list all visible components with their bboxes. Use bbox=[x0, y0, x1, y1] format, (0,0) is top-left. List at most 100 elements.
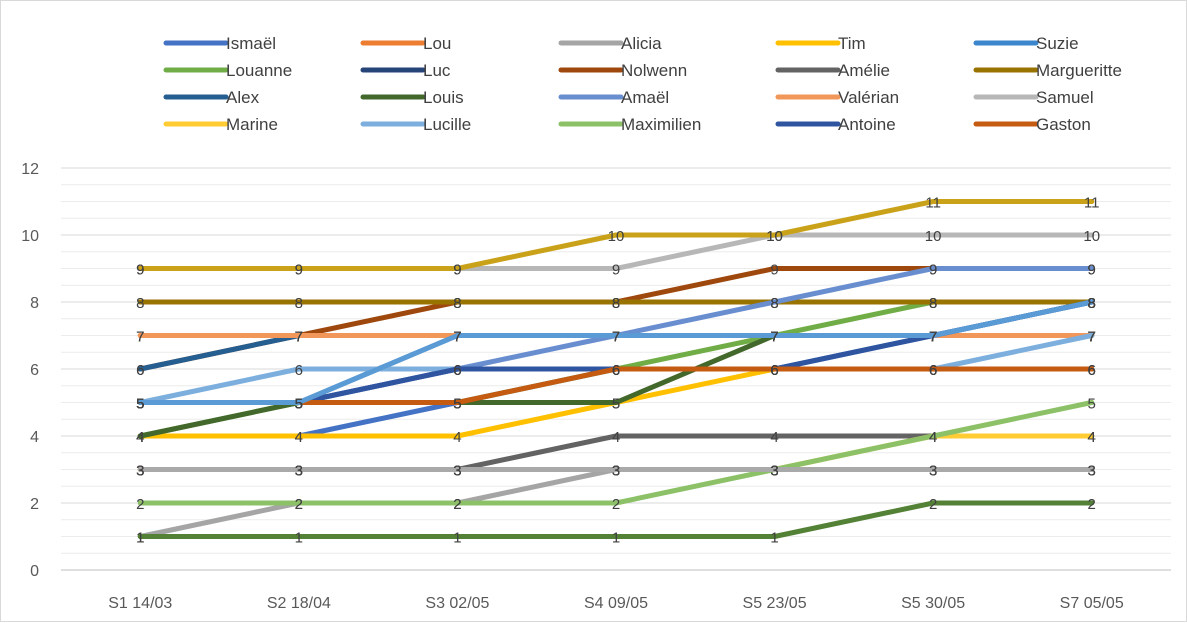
data-label: 1 bbox=[770, 530, 778, 547]
data-label: 4 bbox=[453, 429, 461, 446]
legend-label: Alicia bbox=[621, 34, 662, 53]
data-point bbox=[137, 366, 143, 372]
data-label: 5 bbox=[453, 396, 461, 413]
data-label: 6 bbox=[1088, 362, 1096, 379]
data-label: 8 bbox=[770, 295, 778, 312]
data-label: 10 bbox=[766, 228, 783, 245]
data-label: 7 bbox=[612, 329, 620, 346]
data-point bbox=[772, 433, 778, 439]
data-label: 4 bbox=[136, 429, 144, 446]
data-label: 7 bbox=[770, 329, 778, 346]
data-label: 5 bbox=[453, 396, 461, 413]
data-label: 4 bbox=[1088, 429, 1096, 446]
data-label: 3 bbox=[1088, 463, 1096, 480]
data-label: 8 bbox=[453, 295, 461, 312]
data-label: 8 bbox=[612, 295, 620, 312]
data-label: 9 bbox=[612, 262, 620, 279]
data-label: 6 bbox=[612, 362, 620, 379]
data-point bbox=[772, 467, 778, 472]
legend-label: Margueritte bbox=[1036, 61, 1122, 80]
data-label: 6 bbox=[136, 362, 144, 379]
data-point bbox=[930, 366, 936, 372]
data-label: 6 bbox=[453, 362, 461, 379]
data-point bbox=[296, 333, 302, 338]
data-label: 4 bbox=[929, 429, 937, 446]
data-label: 6 bbox=[929, 362, 937, 379]
data-label: 6 bbox=[136, 362, 144, 379]
data-point bbox=[454, 500, 460, 506]
data-label: 5 bbox=[295, 396, 303, 413]
data-label: 9 bbox=[453, 262, 461, 279]
data-point bbox=[613, 366, 619, 372]
data-label: 3 bbox=[1088, 463, 1096, 480]
data-label: 5 bbox=[136, 396, 144, 413]
data-label: 8 bbox=[1088, 295, 1096, 312]
data-point bbox=[930, 333, 936, 338]
data-point bbox=[1089, 400, 1095, 405]
data-label: 9 bbox=[929, 262, 937, 279]
data-point bbox=[1089, 266, 1095, 271]
data-point bbox=[296, 366, 302, 372]
data-label: 2 bbox=[136, 496, 144, 513]
data-label: 3 bbox=[295, 463, 303, 480]
data-label: 4 bbox=[1088, 429, 1096, 446]
data-point bbox=[930, 467, 936, 472]
data-label: 2 bbox=[295, 496, 303, 513]
data-label: 3 bbox=[612, 463, 620, 480]
data-label: 7 bbox=[770, 329, 778, 346]
legend-label: Valérian bbox=[838, 88, 899, 107]
x-tick-label: S1 14/03 bbox=[108, 595, 172, 612]
data-label: 3 bbox=[612, 463, 620, 480]
data-label: 6 bbox=[1088, 362, 1096, 379]
data-point bbox=[613, 299, 619, 305]
data-label: 5 bbox=[136, 396, 144, 413]
data-point bbox=[296, 534, 302, 539]
legend-label: Gaston bbox=[1036, 115, 1091, 134]
data-label: 5 bbox=[295, 396, 303, 413]
data-label: 5 bbox=[1088, 396, 1096, 413]
data-point bbox=[1089, 500, 1095, 506]
data-label: 6 bbox=[453, 362, 461, 379]
data-label: 5 bbox=[453, 396, 461, 413]
y-tick-label: 2 bbox=[30, 496, 39, 513]
data-label: 5 bbox=[453, 396, 461, 413]
data-label: 7 bbox=[770, 329, 778, 346]
data-label: 6 bbox=[612, 362, 620, 379]
data-label: 9 bbox=[453, 262, 461, 279]
data-label: 7 bbox=[453, 329, 461, 346]
data-label: 2 bbox=[929, 496, 937, 513]
data-point bbox=[1089, 366, 1095, 372]
data-label: 2 bbox=[453, 496, 461, 513]
legend-label: Nolwenn bbox=[621, 61, 687, 80]
legend: Ismaël Lou Alicia Tim Suzie Louanne Luc Nolwenn… bbox=[163, 34, 1122, 134]
data-label: 1 bbox=[295, 530, 303, 547]
data-label: 7 bbox=[1088, 329, 1096, 346]
series-lines bbox=[137, 199, 1095, 539]
data-point bbox=[296, 266, 302, 271]
data-label: 6 bbox=[612, 362, 620, 379]
data-point bbox=[137, 299, 143, 305]
data-point bbox=[930, 266, 936, 271]
data-point bbox=[930, 433, 936, 439]
data-label: 3 bbox=[453, 463, 461, 480]
y-tick-label: 12 bbox=[21, 161, 39, 178]
data-label: 7 bbox=[929, 329, 937, 346]
data-label: 6 bbox=[295, 362, 303, 379]
data-point bbox=[296, 400, 302, 405]
data-label: 9 bbox=[929, 262, 937, 279]
x-tick-label: S5 30/05 bbox=[901, 595, 965, 612]
data-label: 6 bbox=[612, 362, 620, 379]
data-point bbox=[613, 232, 619, 238]
y-tick-label: 6 bbox=[30, 362, 39, 379]
data-label: 8 bbox=[929, 295, 937, 312]
data-label: 9 bbox=[770, 262, 778, 279]
data-label: 3 bbox=[453, 463, 461, 480]
data-label: 5 bbox=[612, 396, 620, 413]
data-label: 7 bbox=[136, 329, 144, 346]
x-tick-label: S5 23/05 bbox=[743, 595, 807, 612]
data-label: 7 bbox=[770, 329, 778, 346]
data-label: 5 bbox=[136, 396, 144, 413]
